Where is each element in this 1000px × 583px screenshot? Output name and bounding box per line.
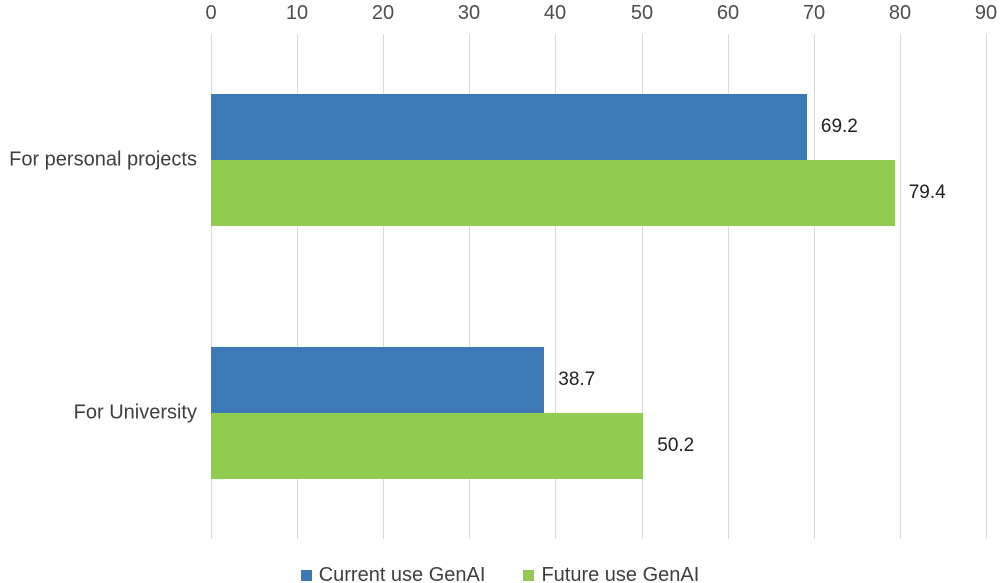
bar-current-use-genai-for-university: [211, 346, 545, 413]
bar-future-use-genai-for-personal-projects: [211, 160, 895, 227]
legend-item-future-use-genai: Future use GenAI: [523, 564, 699, 583]
x-axis-tick-label-40: 40: [543, 2, 567, 24]
gridline-20: [383, 34, 384, 539]
gridline-80: [900, 34, 901, 539]
x-axis-tick-label-0: 0: [205, 2, 217, 24]
data-label-future-use-genai-for-personal-projects: 79.4: [908, 182, 946, 204]
bar-current-use-genai-for-personal-projects: [211, 94, 807, 161]
bar-future-use-genai-for-university: [211, 412, 644, 479]
x-axis-tick-label-80: 80: [888, 2, 912, 24]
x-axis-tick-label-30: 30: [457, 2, 481, 24]
x-axis-tick-label-70: 70: [802, 2, 826, 24]
gridline-40: [555, 34, 556, 539]
data-label-current-use-genai-for-university: 38.7: [558, 368, 596, 390]
data-label-future-use-genai-for-university: 50.2: [657, 434, 695, 456]
x-axis-tick-label-10: 10: [285, 2, 309, 24]
data-label-current-use-genai-for-personal-projects: 69.2: [820, 116, 858, 138]
x-axis-tick-label-20: 20: [371, 2, 395, 24]
gridline-30: [469, 34, 470, 539]
gridline-10: [297, 34, 298, 539]
x-axis-tick-label-50: 50: [630, 2, 654, 24]
legend-item-current-use-genai: Current use GenAI: [300, 563, 486, 583]
category-label-for-personal-projects: For personal projects: [9, 148, 197, 171]
x-axis-tick-label-90: 90: [974, 2, 998, 24]
legend-swatch-future-use-genai: [523, 569, 535, 581]
gridline-90: [986, 34, 987, 539]
legend-swatch-current-use-genai: [300, 569, 312, 581]
gridline-50: [642, 34, 643, 539]
legend: Current use GenAI Future use GenAI: [0, 562, 1000, 583]
gridline-60: [728, 34, 729, 539]
x-axis-tick-label-60: 60: [716, 2, 740, 24]
legend-label-current-use-genai: Current use GenAI: [318, 563, 486, 583]
legend-label-future-use-genai: Future use GenAI: [541, 563, 700, 583]
gridline-70: [814, 34, 815, 539]
gridline-0: [211, 34, 212, 539]
category-label-for-university: For University: [73, 401, 197, 424]
